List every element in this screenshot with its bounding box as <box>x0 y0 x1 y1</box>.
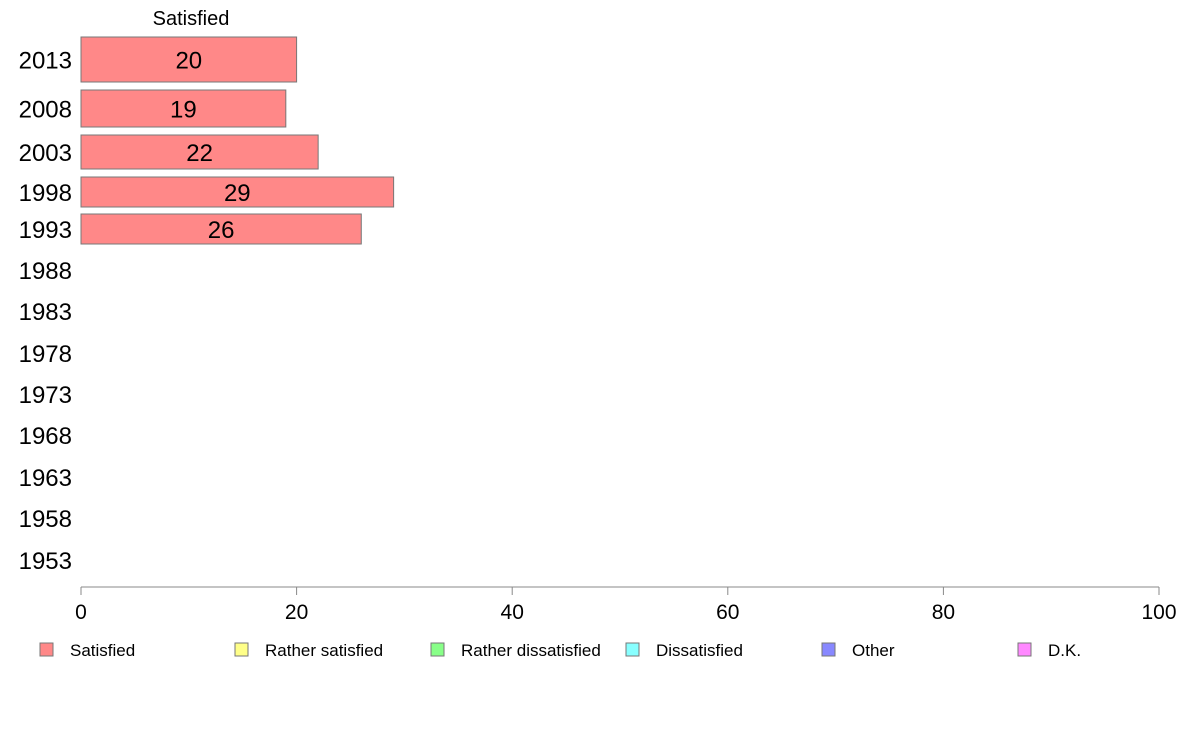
legend-swatch-d-k- <box>1017 642 1032 657</box>
legend: Satisfied Rather satisfied Rather dissatis… <box>39 641 1081 660</box>
year-label: 1963 <box>19 465 72 492</box>
bar-value-label: 26 <box>208 217 235 244</box>
x-tick-label: 60 <box>716 601 739 624</box>
legend-label-other: Other <box>852 641 895 660</box>
x-tick-label: 0 <box>75 601 87 624</box>
year-label: 2008 <box>19 97 72 124</box>
bar-satisfied <box>80 176 395 208</box>
legend-swatch-rather-dissatisfied <box>430 642 445 657</box>
bars: 20 19 22 29 26 <box>80 36 395 245</box>
year-label: 1983 <box>19 299 72 326</box>
x-axis: 0 20 40 60 80 100 <box>75 586 1177 624</box>
year-label: 1958 <box>19 506 72 533</box>
legend-label-d-k-: D.K. <box>1048 641 1081 660</box>
year-labels: 2013 2008 2003 1998 1993 1988 1983 1978 1973 1968… <box>19 48 72 576</box>
legend-label-rather-dissatisfied: Rather dissatisfied <box>461 641 601 660</box>
year-label: 2013 <box>19 48 72 75</box>
bar-satisfied <box>80 134 319 170</box>
bar-value-label: 22 <box>186 140 213 167</box>
bar-value-label: 29 <box>224 180 251 207</box>
bar-value-label: 19 <box>170 97 197 124</box>
legend-swatch-other <box>821 642 836 657</box>
legend-label-dissatisfied: Dissatisfied <box>656 641 743 660</box>
bar-value-label: 20 <box>175 48 202 75</box>
bar-satisfied <box>80 89 287 128</box>
column-header: Satisfied <box>153 8 230 30</box>
year-label: 1978 <box>19 341 72 368</box>
legend-label-rather-satisfied: Rather satisfied <box>265 641 383 660</box>
legend-swatch-satisfied <box>39 642 54 657</box>
year-label: 1993 <box>19 217 72 244</box>
year-label: 1953 <box>19 548 72 575</box>
year-label: 1998 <box>19 180 72 207</box>
year-label: 1973 <box>19 382 72 409</box>
legend-label-satisfied: Satisfied <box>70 641 135 660</box>
x-tick-label: 80 <box>932 601 955 624</box>
year-label: 1968 <box>19 423 72 450</box>
legend-swatch-rather-satisfied <box>234 642 249 657</box>
year-label: 1988 <box>19 258 72 285</box>
bar-satisfied <box>80 213 362 245</box>
legend-swatch-dissatisfied <box>625 642 640 657</box>
bar-satisfied <box>80 36 298 83</box>
year-label: 2003 <box>19 140 72 167</box>
x-tick-label: 100 <box>1141 601 1176 624</box>
x-tick-label: 20 <box>285 601 308 624</box>
x-tick-label: 40 <box>501 601 524 624</box>
